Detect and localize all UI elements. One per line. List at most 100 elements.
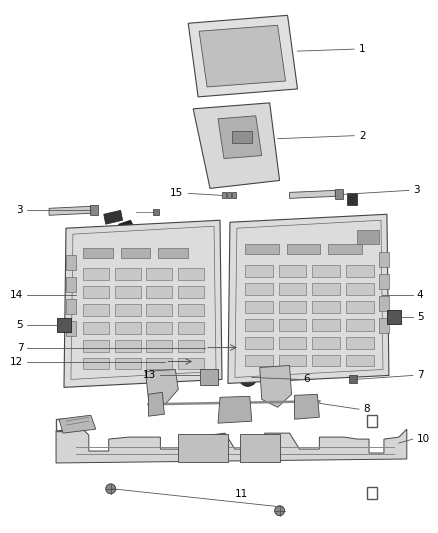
Polygon shape (188, 15, 297, 97)
Polygon shape (193, 103, 279, 188)
Polygon shape (83, 304, 109, 316)
Text: 13: 13 (143, 370, 156, 381)
Polygon shape (104, 211, 123, 224)
Polygon shape (178, 268, 204, 280)
Polygon shape (119, 220, 135, 234)
Text: 4: 4 (417, 290, 424, 300)
Text: 5: 5 (17, 320, 23, 330)
Polygon shape (115, 268, 141, 280)
Polygon shape (178, 358, 204, 369)
Polygon shape (357, 230, 379, 244)
Polygon shape (349, 375, 357, 383)
Text: 1: 1 (359, 44, 366, 54)
Polygon shape (57, 318, 71, 332)
Polygon shape (59, 415, 96, 433)
Polygon shape (245, 319, 273, 330)
Polygon shape (83, 340, 109, 352)
Polygon shape (83, 286, 109, 298)
Polygon shape (178, 434, 228, 462)
Circle shape (106, 484, 116, 494)
Polygon shape (90, 205, 98, 215)
Polygon shape (290, 190, 335, 198)
Polygon shape (83, 322, 109, 334)
Polygon shape (346, 265, 374, 277)
Polygon shape (178, 340, 204, 352)
Polygon shape (83, 358, 109, 369)
Polygon shape (178, 304, 204, 316)
Polygon shape (379, 318, 389, 333)
Polygon shape (347, 193, 357, 205)
Polygon shape (379, 252, 389, 267)
Polygon shape (83, 268, 109, 280)
Polygon shape (148, 392, 164, 416)
Polygon shape (115, 322, 141, 334)
Polygon shape (146, 340, 172, 352)
Polygon shape (245, 244, 279, 254)
Polygon shape (146, 322, 172, 334)
Polygon shape (159, 248, 188, 258)
Polygon shape (240, 434, 279, 462)
Text: 8: 8 (363, 404, 370, 414)
Polygon shape (227, 192, 231, 198)
Polygon shape (115, 358, 141, 369)
Text: 5: 5 (417, 312, 424, 322)
Polygon shape (56, 427, 407, 463)
Circle shape (205, 375, 215, 384)
Polygon shape (346, 354, 374, 367)
Polygon shape (66, 277, 76, 292)
Polygon shape (245, 354, 273, 367)
Text: 7: 7 (417, 370, 424, 381)
Polygon shape (146, 286, 172, 298)
Polygon shape (232, 192, 236, 198)
Polygon shape (66, 321, 76, 336)
Polygon shape (387, 310, 401, 324)
Text: 3: 3 (17, 205, 23, 215)
Polygon shape (279, 301, 307, 313)
Polygon shape (346, 337, 374, 349)
Polygon shape (245, 301, 273, 313)
Circle shape (189, 25, 195, 31)
Polygon shape (145, 369, 178, 404)
Polygon shape (279, 337, 307, 349)
Polygon shape (120, 248, 150, 258)
Polygon shape (279, 354, 307, 367)
Polygon shape (312, 283, 340, 295)
Text: 3: 3 (413, 185, 420, 196)
Circle shape (197, 88, 203, 94)
Polygon shape (199, 25, 286, 87)
Polygon shape (346, 319, 374, 330)
Polygon shape (228, 214, 389, 383)
Polygon shape (279, 283, 307, 295)
Polygon shape (286, 244, 320, 254)
Polygon shape (146, 268, 172, 280)
Polygon shape (312, 319, 340, 330)
Text: 10: 10 (417, 434, 430, 444)
Polygon shape (312, 337, 340, 349)
Polygon shape (146, 358, 172, 369)
Polygon shape (115, 286, 141, 298)
Polygon shape (66, 299, 76, 314)
Text: 7: 7 (17, 343, 23, 352)
Polygon shape (279, 319, 307, 330)
Polygon shape (312, 265, 340, 277)
Polygon shape (222, 192, 226, 198)
Polygon shape (200, 369, 218, 385)
Polygon shape (218, 397, 252, 423)
Polygon shape (379, 296, 389, 311)
Polygon shape (178, 286, 204, 298)
Text: 14: 14 (10, 290, 23, 300)
Polygon shape (312, 354, 340, 367)
Polygon shape (294, 394, 319, 419)
Polygon shape (328, 244, 362, 254)
Polygon shape (312, 301, 340, 313)
Polygon shape (115, 340, 141, 352)
Text: 11: 11 (235, 489, 248, 499)
Text: 2: 2 (359, 131, 366, 141)
Polygon shape (379, 274, 389, 289)
Polygon shape (245, 265, 273, 277)
Polygon shape (346, 283, 374, 295)
Circle shape (239, 368, 257, 386)
Text: 12: 12 (10, 357, 23, 367)
Polygon shape (245, 283, 273, 295)
Polygon shape (83, 248, 113, 258)
